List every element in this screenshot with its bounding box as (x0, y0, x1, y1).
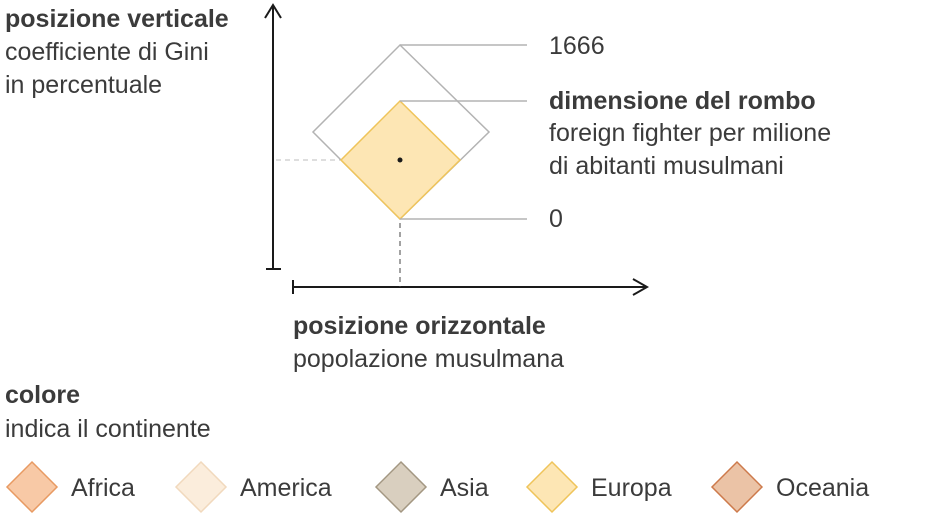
size-desc-2: di abitanti musulmani (549, 152, 784, 180)
horizontal-position-desc: popolazione musulmana (293, 345, 565, 373)
size-min-label: 0 (549, 205, 563, 233)
color-desc: indica il continente (5, 415, 211, 443)
horizontal-axis (292, 278, 650, 296)
europa-swatch (525, 460, 579, 514)
color-title: colore (5, 381, 81, 409)
size-desc-1: foreign fighter per milione (549, 119, 832, 147)
vertical-position-desc-1: coefficiente di Gini (5, 38, 209, 66)
legend-label-america: America (240, 474, 332, 502)
legend-label-oceania: Oceania (776, 474, 870, 502)
vertical-position-title: posizione verticale (5, 5, 229, 33)
vertical-axis (264, 3, 282, 270)
legend-label-africa: Africa (71, 474, 135, 502)
horizontal-position-title: posizione orizzontale (293, 312, 546, 340)
vertical-position-desc-2: in percentuale (5, 71, 163, 99)
size-max-label: 1666 (549, 32, 605, 60)
oceania-swatch (710, 460, 764, 514)
america-swatch (174, 460, 228, 514)
asia-swatch (374, 460, 428, 514)
size-title: dimensione del rombo (549, 87, 816, 115)
legend-label-europa: Europa (591, 474, 672, 502)
legend-label-asia: Asia (440, 474, 489, 502)
center-point (397, 157, 403, 163)
africa-swatch (5, 460, 59, 514)
